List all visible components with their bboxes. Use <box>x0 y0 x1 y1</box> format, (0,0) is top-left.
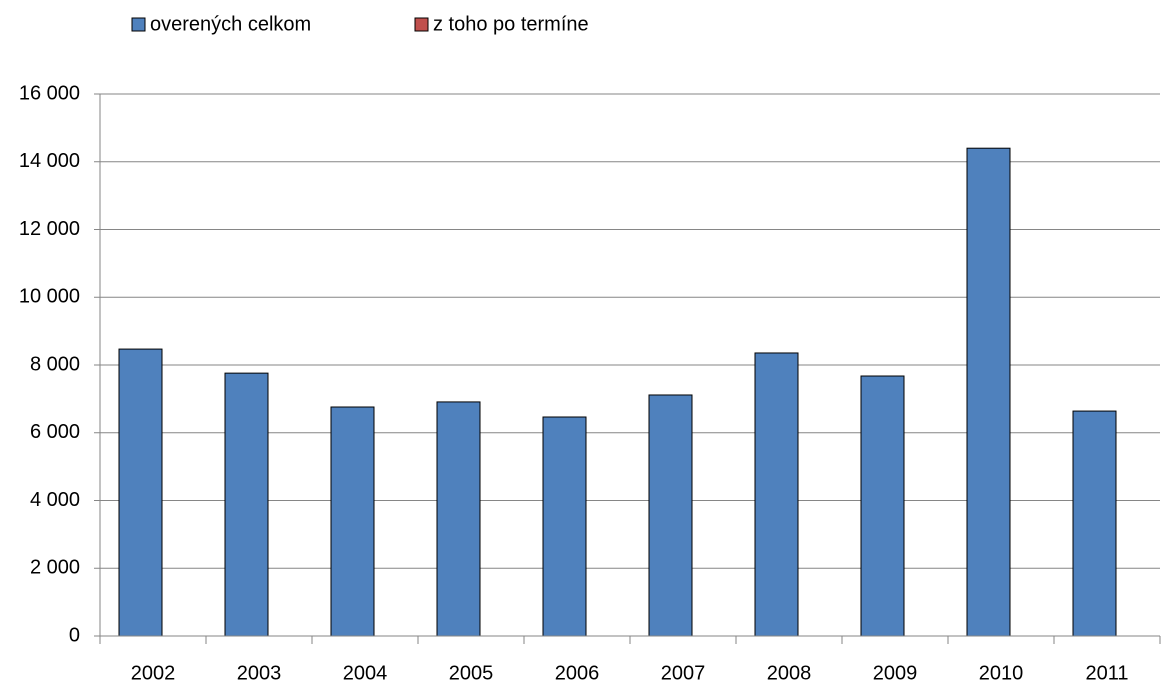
bar <box>436 401 481 637</box>
legend-swatch <box>414 17 429 32</box>
y-tick-label: 12 000 <box>19 218 80 240</box>
x-tick-label: 2009 <box>873 662 918 684</box>
y-tick-label: 8 000 <box>30 353 80 375</box>
y-tick-label: 0 <box>69 624 80 646</box>
legend-label: overených celkom <box>150 13 311 35</box>
bar <box>118 348 163 637</box>
bar <box>648 394 693 637</box>
x-tick-label: 2007 <box>661 662 706 684</box>
x-tick-label: 2006 <box>555 662 600 684</box>
legend-label: z toho po termíne <box>433 13 589 35</box>
legend-swatch <box>131 17 146 32</box>
bar <box>860 375 905 637</box>
x-tick-label: 2002 <box>131 662 176 684</box>
y-tick-label: 10 000 <box>19 286 80 308</box>
bar <box>330 406 375 637</box>
x-tick-label: 2005 <box>449 662 494 684</box>
x-tick-label: 2003 <box>237 662 282 684</box>
bar <box>754 352 799 637</box>
x-tick-label: 2004 <box>343 662 388 684</box>
y-tick-label: 6 000 <box>30 421 80 443</box>
y-tick-label: 2 000 <box>30 557 80 579</box>
bar <box>1072 410 1117 637</box>
y-tick-label: 14 000 <box>19 150 80 172</box>
bar <box>542 416 587 637</box>
y-tick-label: 4 000 <box>30 489 80 511</box>
bar <box>966 147 1011 637</box>
bar <box>224 372 269 637</box>
x-tick-label: 2008 <box>767 662 812 684</box>
x-tick-label: 2011 <box>1085 662 1128 684</box>
x-tick-label: 2010 <box>979 662 1024 684</box>
y-tick-label: 16 000 <box>19 82 80 104</box>
